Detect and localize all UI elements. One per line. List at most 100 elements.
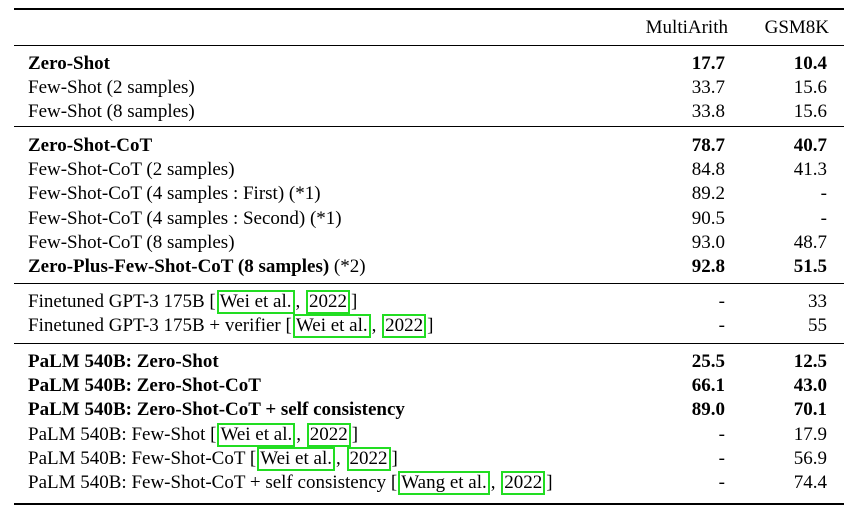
- table-row: Finetuned GPT-3 175B [Wei et al., 2022] -…: [28, 290, 828, 314]
- gsm8k-value: 17.9: [793, 423, 827, 445]
- multiarith-value: 92.8: [691, 256, 725, 277]
- gsm8k-value: 56.9: [793, 447, 827, 469]
- row-label: Zero-Shot: [28, 52, 110, 76]
- row-label-text: Zero-Plus-Few-Shot-CoT (8 samples): [28, 256, 330, 277]
- gsm8k-value: 15.6: [793, 101, 827, 123]
- row-label: PaLM 540B: Zero-Shot-CoT + self consiste…: [28, 398, 405, 422]
- row-label-text: Few-Shot-CoT (4 samples : First) (*1): [28, 183, 321, 205]
- multiarith-value: 33.7: [691, 77, 725, 99]
- table-row: Finetuned GPT-3 175B + verifier [Wei et …: [28, 314, 828, 339]
- gsm8k-value: -: [820, 183, 827, 205]
- header-multiarith: MultiArith: [645, 17, 728, 38]
- multiarith-value: 33.8: [691, 101, 725, 123]
- citation-author[interactable]: Wei et al.: [217, 422, 296, 447]
- row-label-text: Zero-Shot-CoT: [28, 135, 153, 156]
- gsm8k-value: 70.1: [793, 399, 827, 421]
- row-label-text: Few-Shot-CoT (8 samples): [28, 231, 235, 253]
- row-label-text: PaLM 540B: Few-Shot-CoT + self consisten…: [28, 472, 387, 493]
- row-label: Finetuned GPT-3 175B [Wei et al., 2022]: [28, 290, 358, 314]
- group-separator: [14, 126, 844, 127]
- row-label: Few-Shot-CoT (4 samples : Second) (*1): [28, 207, 342, 231]
- citation-year[interactable]: 2022: [501, 471, 546, 495]
- table-row: Zero-Plus-Few-Shot-CoT (8 samples) (*2) 9…: [28, 255, 828, 279]
- multiarith-value: 90.5: [691, 207, 725, 229]
- row-label: PaLM 540B: Few-Shot [Wei et al., 2022]: [28, 422, 359, 447]
- table-row: Few-Shot (8 samples) 33.8 15.6: [28, 100, 828, 124]
- row-label-text: PaLM 540B: Few-Shot-CoT: [28, 447, 246, 469]
- table-row: Few-Shot-CoT (8 samples) 93.0 48.7: [28, 231, 828, 255]
- row-label: Few-Shot (2 samples): [28, 76, 195, 100]
- row-label: Few-Shot-CoT (4 samples : First) (*1): [28, 182, 321, 206]
- citation-year[interactable]: 2022: [346, 446, 391, 471]
- gsm8k-value: 43.0: [793, 375, 827, 397]
- table-row: PaLM 540B: Few-Shot-CoT [Wei et al., 202…: [28, 446, 828, 471]
- table-row: Few-Shot-CoT (4 samples : Second) (*1) 90…: [28, 207, 828, 231]
- multiarith-value: 78.7: [691, 135, 725, 156]
- gsm8k-value: 51.5: [793, 256, 827, 277]
- gsm8k-value: 33: [808, 291, 827, 312]
- citation-author[interactable]: Wei et al.: [292, 314, 371, 339]
- multiarith-value: 66.1: [691, 375, 725, 397]
- row-label-text: Few-Shot-CoT (2 samples): [28, 159, 235, 181]
- row-label: Zero-Plus-Few-Shot-CoT (8 samples) (*2): [28, 255, 366, 279]
- row-label-text: Few-Shot-CoT (4 samples : Second) (*1): [28, 207, 342, 229]
- row-label-text: PaLM 540B: Zero-Shot: [28, 351, 219, 372]
- gsm8k-value: 55: [808, 315, 827, 337]
- multiarith-value: -: [718, 472, 725, 493]
- row-label-text: PaLM 540B: Few-Shot: [28, 423, 206, 445]
- multiarith-value: -: [718, 423, 725, 445]
- citation-author[interactable]: Wei et al.: [216, 290, 295, 314]
- table-row: PaLM 540B: Few-Shot [Wei et al., 2022] - 1…: [28, 422, 828, 447]
- multiarith-value: 89.0: [691, 399, 725, 421]
- multiarith-value: -: [718, 447, 725, 469]
- row-label: Zero-Shot-CoT: [28, 134, 152, 158]
- multiarith-value: 25.5: [691, 351, 725, 372]
- gsm8k-value: 48.7: [793, 231, 827, 253]
- multiarith-value: 84.8: [691, 159, 725, 181]
- row-label: Finetuned GPT-3 175B + verifier [Wei et …: [28, 314, 434, 339]
- table-row: PaLM 540B: Few-Shot-CoT + self consisten…: [28, 471, 828, 495]
- row-label-text: PaLM 540B: Zero-Shot-CoT: [28, 375, 261, 397]
- row-label-note: (*2): [329, 256, 366, 277]
- citation-author[interactable]: Wei et al.: [257, 446, 335, 471]
- multiarith-value: 93.0: [691, 231, 725, 253]
- citation-year[interactable]: 2022: [306, 422, 351, 447]
- row-label: PaLM 540B: Zero-Shot: [28, 350, 219, 374]
- row-label-text: Zero-Shot: [28, 53, 110, 74]
- group-separator: [14, 343, 844, 344]
- row-label: PaLM 540B: Zero-Shot-CoT: [28, 374, 261, 398]
- group-separator: [14, 283, 844, 284]
- row-label: PaLM 540B: Few-Shot-CoT + self consisten…: [28, 471, 553, 495]
- bottom-rule: [14, 503, 844, 505]
- row-label: PaLM 540B: Few-Shot-CoT [Wei et al., 202…: [28, 446, 398, 471]
- row-label: Few-Shot-CoT (8 samples): [28, 231, 235, 255]
- row-label: Few-Shot (8 samples): [28, 100, 195, 124]
- table-row: PaLM 540B: Zero-Shot-CoT + self consiste…: [28, 398, 828, 422]
- row-label-text: Few-Shot (2 samples): [28, 77, 195, 99]
- header-gsm8k: GSM8K: [764, 17, 829, 38]
- gsm8k-value: 12.5: [793, 351, 827, 372]
- table-row: Zero-Shot 17.7 10.4: [28, 52, 828, 76]
- gsm8k-value: 15.6: [793, 77, 827, 99]
- row-label-text: PaLM 540B: Zero-Shot-CoT + self consiste…: [28, 399, 405, 421]
- table-row: Zero-Shot-CoT 78.7 40.7: [28, 134, 828, 158]
- gsm8k-value: 74.4: [793, 472, 827, 493]
- table-row: Few-Shot-CoT (4 samples : First) (*1) 89.…: [28, 182, 828, 206]
- table-row: PaLM 540B: Zero-Shot-CoT 66.1 43.0: [28, 374, 828, 398]
- gsm8k-value: 41.3: [793, 159, 827, 181]
- multiarith-value: -: [718, 291, 725, 312]
- row-label-text: Finetuned GPT-3 175B: [28, 291, 205, 312]
- gsm8k-value: 40.7: [793, 135, 827, 156]
- top-rule: [14, 8, 844, 10]
- citation-author[interactable]: Wang et al.: [398, 471, 490, 495]
- table-row: Few-Shot (2 samples) 33.7 15.6: [28, 76, 828, 100]
- table-row: Few-Shot-CoT (2 samples) 84.8 41.3: [28, 158, 828, 182]
- citation-year[interactable]: 2022: [382, 314, 427, 339]
- multiarith-value: 89.2: [691, 183, 725, 205]
- row-label: Few-Shot-CoT (2 samples): [28, 158, 235, 182]
- multiarith-value: -: [718, 315, 725, 337]
- row-label-text: Few-Shot (8 samples): [28, 101, 195, 123]
- gsm8k-value: 10.4: [793, 53, 827, 74]
- citation-year[interactable]: 2022: [306, 290, 351, 314]
